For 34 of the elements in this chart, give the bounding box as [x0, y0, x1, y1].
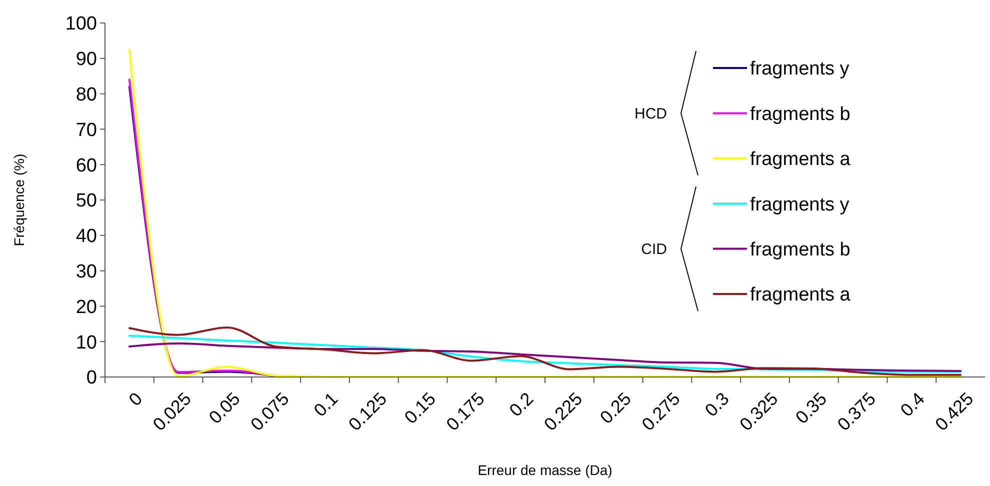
- y-tick-label: 50: [76, 190, 97, 212]
- annotation: HCD: [634, 105, 668, 122]
- x-tick-label: 0.2: [505, 388, 538, 420]
- legend-label: fragments a: [750, 149, 851, 170]
- y-tick-label: 10: [76, 332, 97, 354]
- legend-label: fragments y: [750, 194, 850, 216]
- y-tick-label: 80: [76, 84, 97, 106]
- x-tick-label: 0.4: [896, 388, 928, 420]
- line-series: [128, 342, 962, 372]
- legend-label: fragments b: [750, 239, 850, 260]
- annotation: CID: [641, 241, 668, 258]
- legend-label: fragments a: [750, 284, 851, 306]
- y-tick-label: 70: [76, 120, 97, 141]
- x-tick-label: 0.35: [792, 388, 831, 428]
- y-tick-label: 60: [76, 155, 97, 176]
- x-tick-label: 0.15: [400, 388, 440, 428]
- line-series: [128, 48, 962, 378]
- y-axis-title: Fréquence (%): [11, 154, 27, 246]
- line-series: [128, 326, 962, 376]
- line-series: [128, 334, 962, 373]
- y-tick-label: 40: [76, 226, 97, 248]
- x-tick-label: 0: [124, 388, 146, 410]
- y-tick-label: 30: [76, 261, 97, 282]
- y-tick-label: 0: [86, 368, 97, 389]
- x-tick-label: 0.1: [310, 388, 342, 420]
- x-tick-label: 0.3: [701, 388, 733, 420]
- legend-label: fragments y: [750, 58, 850, 80]
- x-tick-label: 0.05: [205, 388, 244, 428]
- x-axis-title: Erreur de masse (Da): [478, 462, 612, 478]
- legend-label: fragments b: [750, 104, 850, 125]
- y-tick-label: 90: [76, 49, 97, 70]
- y-tick-label: 20: [76, 296, 97, 318]
- y-tick-label: 100: [65, 14, 97, 35]
- x-tick-label: 0.25: [596, 388, 636, 428]
